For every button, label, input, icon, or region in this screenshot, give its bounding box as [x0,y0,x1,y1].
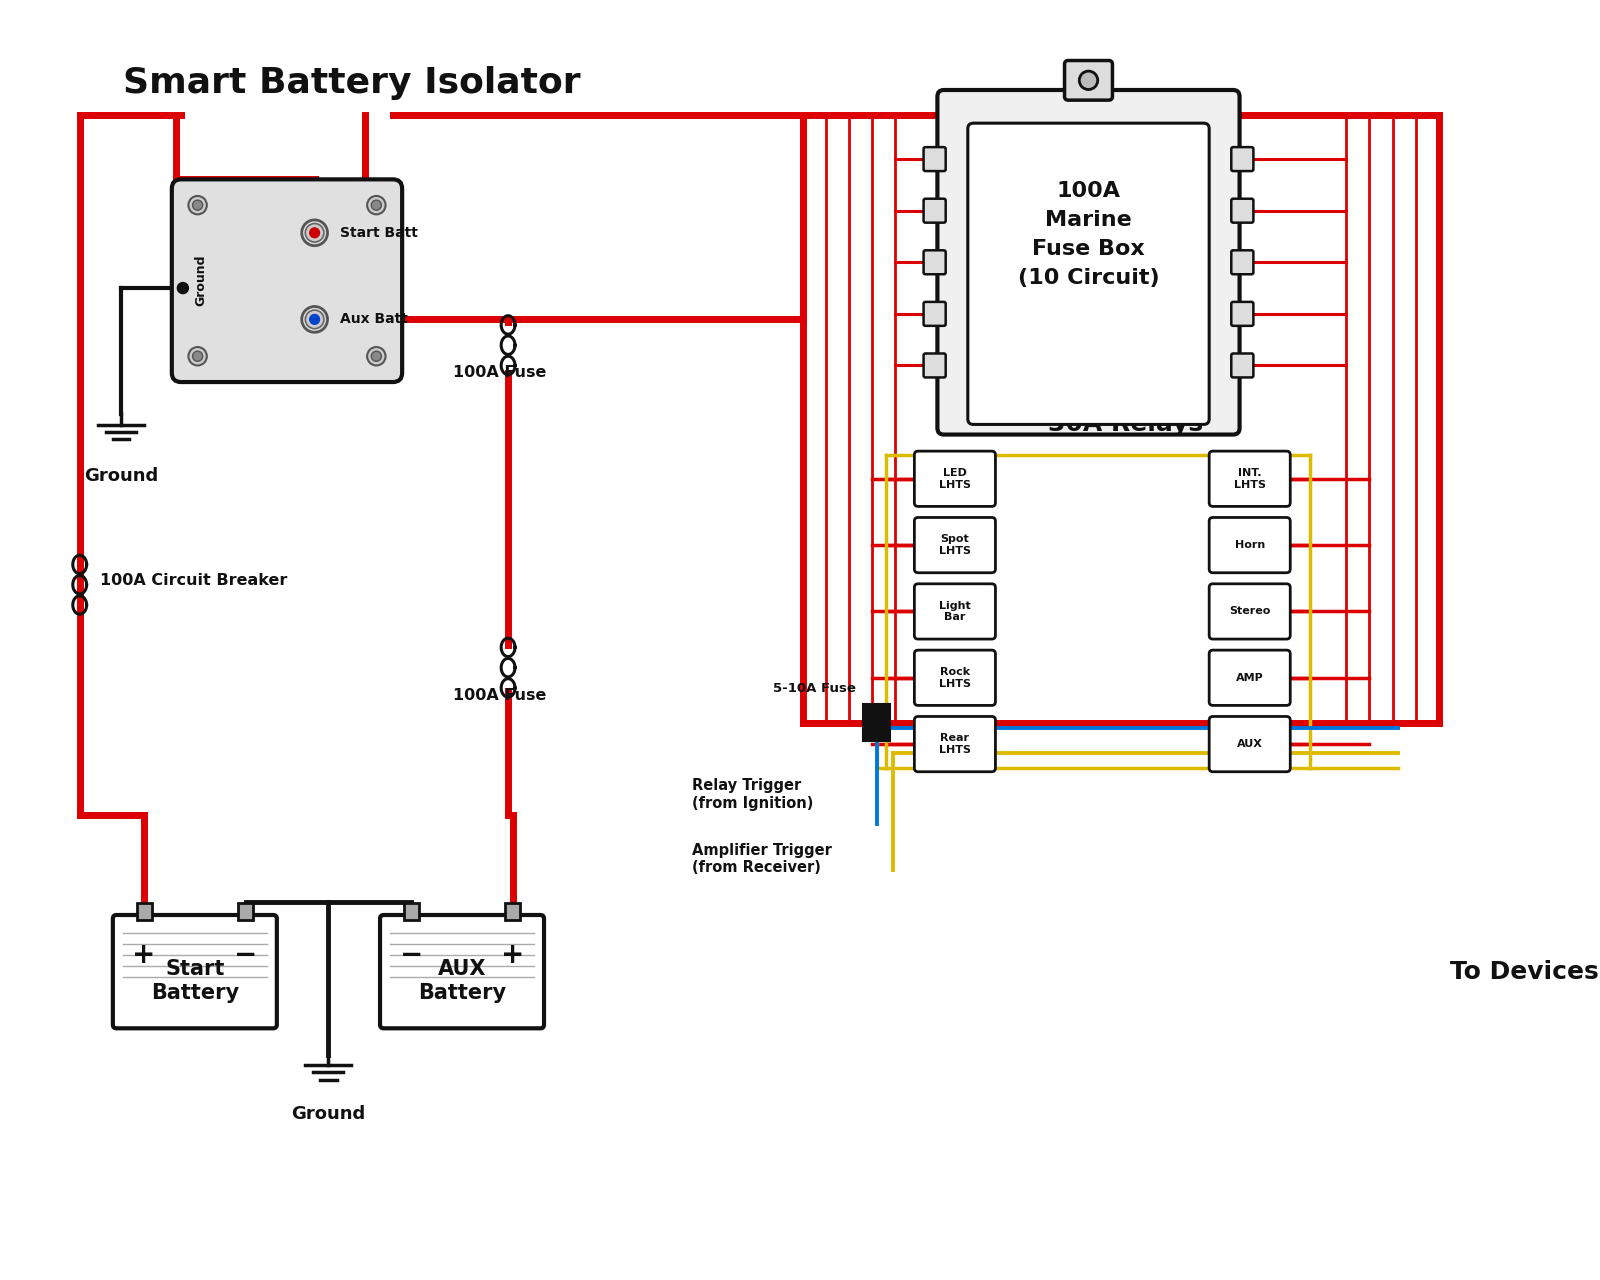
FancyBboxPatch shape [1210,584,1290,639]
Text: Light
Bar: Light Bar [939,600,971,622]
Text: Ground: Ground [195,255,208,306]
FancyBboxPatch shape [1232,251,1253,274]
FancyBboxPatch shape [238,902,253,919]
Circle shape [302,220,328,246]
FancyBboxPatch shape [1064,60,1112,100]
FancyBboxPatch shape [114,915,277,1028]
FancyBboxPatch shape [968,123,1210,425]
Text: AUX: AUX [1237,739,1262,749]
Text: +: + [501,941,525,969]
FancyBboxPatch shape [1210,517,1290,572]
FancyBboxPatch shape [403,902,419,919]
FancyBboxPatch shape [506,902,520,919]
FancyBboxPatch shape [923,302,946,326]
Circle shape [310,315,320,324]
FancyBboxPatch shape [923,353,946,378]
FancyBboxPatch shape [923,251,946,274]
FancyBboxPatch shape [862,704,891,741]
Text: Amplifier Trigger
(from Receiver): Amplifier Trigger (from Receiver) [693,842,832,876]
Circle shape [366,347,386,366]
FancyBboxPatch shape [914,451,995,507]
Text: INT.
LHTS: INT. LHTS [1234,468,1266,489]
Text: Rear
LHTS: Rear LHTS [939,733,971,755]
Text: −: − [234,941,258,969]
FancyBboxPatch shape [914,717,995,772]
FancyBboxPatch shape [1210,717,1290,772]
FancyBboxPatch shape [171,179,402,381]
Text: 100A Fuse: 100A Fuse [453,365,546,380]
Text: Smart Battery Isolator: Smart Battery Isolator [123,65,581,100]
Text: 100A
Marine
Fuse Box
(10 Circuit): 100A Marine Fuse Box (10 Circuit) [1018,182,1160,288]
Text: Stereo: Stereo [1229,607,1270,617]
Text: Spot
LHTS: Spot LHTS [939,534,971,556]
Text: To Devices: To Devices [1450,960,1598,983]
Circle shape [310,228,320,238]
FancyBboxPatch shape [1232,353,1253,378]
Text: Horn: Horn [1235,540,1266,550]
Circle shape [371,200,381,210]
Text: AMP: AMP [1235,673,1264,682]
FancyBboxPatch shape [923,198,946,223]
Text: Start
Battery: Start Battery [150,959,238,1002]
Text: 100A Circuit Breaker: 100A Circuit Breaker [99,572,288,588]
Text: Relay Trigger
(from Ignition): Relay Trigger (from Ignition) [693,778,814,810]
FancyBboxPatch shape [914,517,995,572]
FancyBboxPatch shape [1232,147,1253,172]
Circle shape [371,351,381,361]
Text: Aux Batt: Aux Batt [341,312,408,326]
Circle shape [1080,72,1098,90]
Text: Rock
LHTS: Rock LHTS [939,667,971,689]
Circle shape [189,347,206,366]
FancyBboxPatch shape [1210,650,1290,705]
Text: Ground: Ground [85,467,158,485]
Text: Ground: Ground [291,1105,365,1124]
Circle shape [366,196,386,214]
Circle shape [302,306,328,333]
Circle shape [192,200,203,210]
Text: LED
LHTS: LED LHTS [939,468,971,489]
FancyBboxPatch shape [938,90,1240,434]
FancyBboxPatch shape [914,584,995,639]
FancyBboxPatch shape [1232,198,1253,223]
Circle shape [306,310,323,329]
FancyBboxPatch shape [381,915,544,1028]
FancyBboxPatch shape [923,147,946,172]
Text: Start Batt: Start Batt [341,225,418,239]
Text: AUX
Battery: AUX Battery [418,959,506,1002]
FancyBboxPatch shape [138,902,152,919]
Text: 5-10A Fuse: 5-10A Fuse [773,682,856,695]
FancyBboxPatch shape [1210,451,1290,507]
Text: 100A Fuse: 100A Fuse [453,687,546,703]
Text: −: − [400,941,422,969]
Circle shape [189,196,206,214]
Circle shape [192,351,203,361]
FancyBboxPatch shape [914,650,995,705]
Circle shape [178,283,189,293]
Circle shape [306,224,323,242]
FancyBboxPatch shape [1232,302,1253,326]
Text: +: + [133,941,155,969]
Text: 30A Relays: 30A Relays [1048,411,1203,435]
